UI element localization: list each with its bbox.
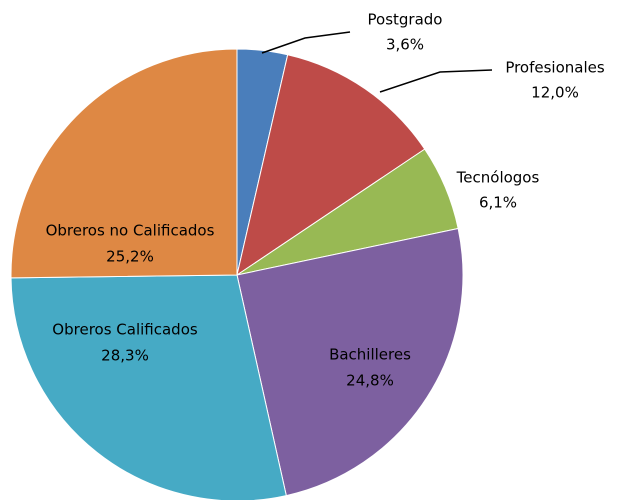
slice-label: Postgrado bbox=[368, 11, 443, 29]
slice-label: Tecnólogos bbox=[456, 169, 540, 187]
leader-line bbox=[379, 69, 493, 93]
slice-value-label: 28,3% bbox=[101, 347, 149, 365]
pie-slice bbox=[10, 274, 287, 500]
slice-label: Bachilleres bbox=[329, 346, 411, 364]
pie-slice bbox=[236, 54, 426, 277]
slice-label: Obreros Calificados bbox=[52, 321, 198, 339]
slice-value-label: 25,2% bbox=[106, 248, 154, 266]
slice-label: Obreros no Calificados bbox=[46, 222, 215, 240]
slice-label: Profesionales bbox=[505, 59, 605, 77]
leader-line bbox=[261, 31, 351, 54]
slice-value-label: 3,6% bbox=[386, 36, 424, 54]
slice-value-label: 6,1% bbox=[479, 194, 517, 212]
slice-value-label: 24,8% bbox=[346, 372, 394, 390]
pie-slice bbox=[236, 227, 464, 497]
slice-value-label: 12,0% bbox=[531, 84, 579, 102]
pie-slice bbox=[10, 48, 238, 279]
